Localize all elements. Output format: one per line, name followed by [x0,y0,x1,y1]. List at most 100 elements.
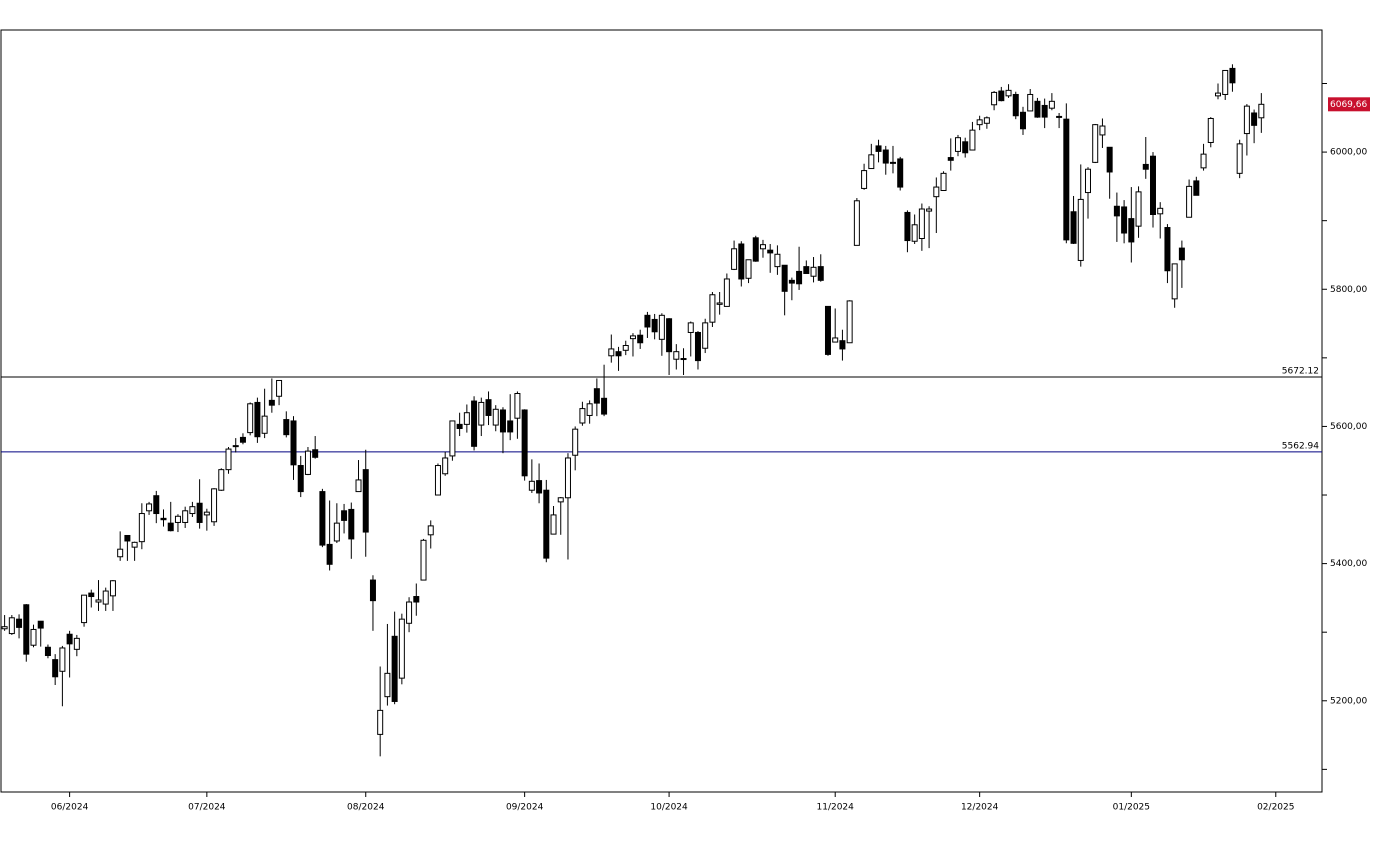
candle-body [803,266,810,274]
candle-body [651,318,658,333]
candle-body [954,137,961,152]
candle-body [88,592,95,598]
candle-body [644,314,651,328]
candle-body [507,420,514,433]
candle-body [514,393,521,419]
candle-body [1113,205,1120,217]
candle-body [391,635,398,702]
candle-body [427,525,434,536]
last-price-box [1328,97,1370,112]
candle-body [983,117,990,124]
candle-body [8,617,15,635]
candle-body [521,409,528,477]
candle-body [774,253,781,268]
candle-body [312,449,319,458]
candle-body [918,208,925,240]
candle-body [694,331,701,362]
candle-body [319,491,326,546]
candle-body [853,200,860,246]
candle-body [182,510,189,523]
candle-body [138,513,145,543]
candle-body [752,237,759,262]
candle-body [861,170,868,189]
candle-body [37,620,44,629]
candle-body [434,465,441,496]
candle-body [276,379,283,397]
candle-body [608,348,615,357]
candle-body [1178,247,1185,261]
candle-body [759,244,766,250]
candle-body [1092,124,1099,163]
candle-body [911,224,918,242]
candle-body [723,278,730,307]
candle-body [1,626,8,630]
candle-body [73,637,80,650]
candle-body [261,415,268,434]
candle-body [16,618,23,628]
candle-body [1019,111,1026,130]
candle-body [167,522,174,532]
candle-body [1236,143,1243,174]
candle-body [1229,67,1236,84]
candle-body [767,249,774,254]
candle-body [52,659,59,678]
x-tick-label: 12/2024 [961,803,999,813]
candle-body [81,594,88,624]
candle-body [333,522,340,542]
candle-body [1034,100,1041,118]
candle-body [976,119,983,126]
x-tick-label: 09/2024 [506,803,544,813]
x-tick-label: 06/2024 [51,803,89,813]
candle-body [1070,211,1077,244]
candle-body [449,420,456,457]
candle-body [341,510,348,521]
candle-body [875,145,882,152]
candle-body [1077,198,1084,261]
candle-body [102,590,109,605]
candle-body [297,465,304,493]
candle-body [413,596,420,603]
candle-body [593,388,600,404]
candle-body [637,334,644,344]
candle-body [1200,153,1207,169]
candle-body [283,419,290,436]
candle-body [528,480,535,491]
candle-body [218,469,225,491]
candle-body [268,399,275,406]
candle-body [846,300,853,344]
candle-body [1121,206,1128,234]
candle-body [369,579,376,602]
candle-body [564,457,571,499]
candle-body [1063,118,1070,241]
candle-body [247,403,254,434]
candle-body [1193,180,1200,196]
candle-body [1106,146,1113,173]
candle-body [709,294,716,323]
candle-body [788,279,795,284]
candle-body [817,266,824,281]
candle-body [781,264,788,292]
candle-body [196,502,203,523]
candle-body [933,186,940,198]
candle-body [23,604,30,655]
candle-body [239,436,246,443]
candle-body [1012,93,1019,117]
candle-body [615,351,622,357]
candle-body [442,457,449,475]
candle-body [1258,103,1265,119]
candle-body [254,401,261,438]
candle-body [1041,104,1048,118]
candle-body [586,403,593,416]
candle-body [109,580,116,597]
candle-body [998,90,1005,102]
candle-body [622,344,629,351]
x-tick-label: 08/2024 [347,803,385,813]
candle-body [1207,117,1214,143]
candle-body [969,129,976,151]
candle-body [897,158,904,188]
candle-body [66,633,73,645]
candle-body [232,445,239,448]
horizontal-line-label: 5672.12 [1282,366,1319,376]
candle-body [536,480,543,494]
